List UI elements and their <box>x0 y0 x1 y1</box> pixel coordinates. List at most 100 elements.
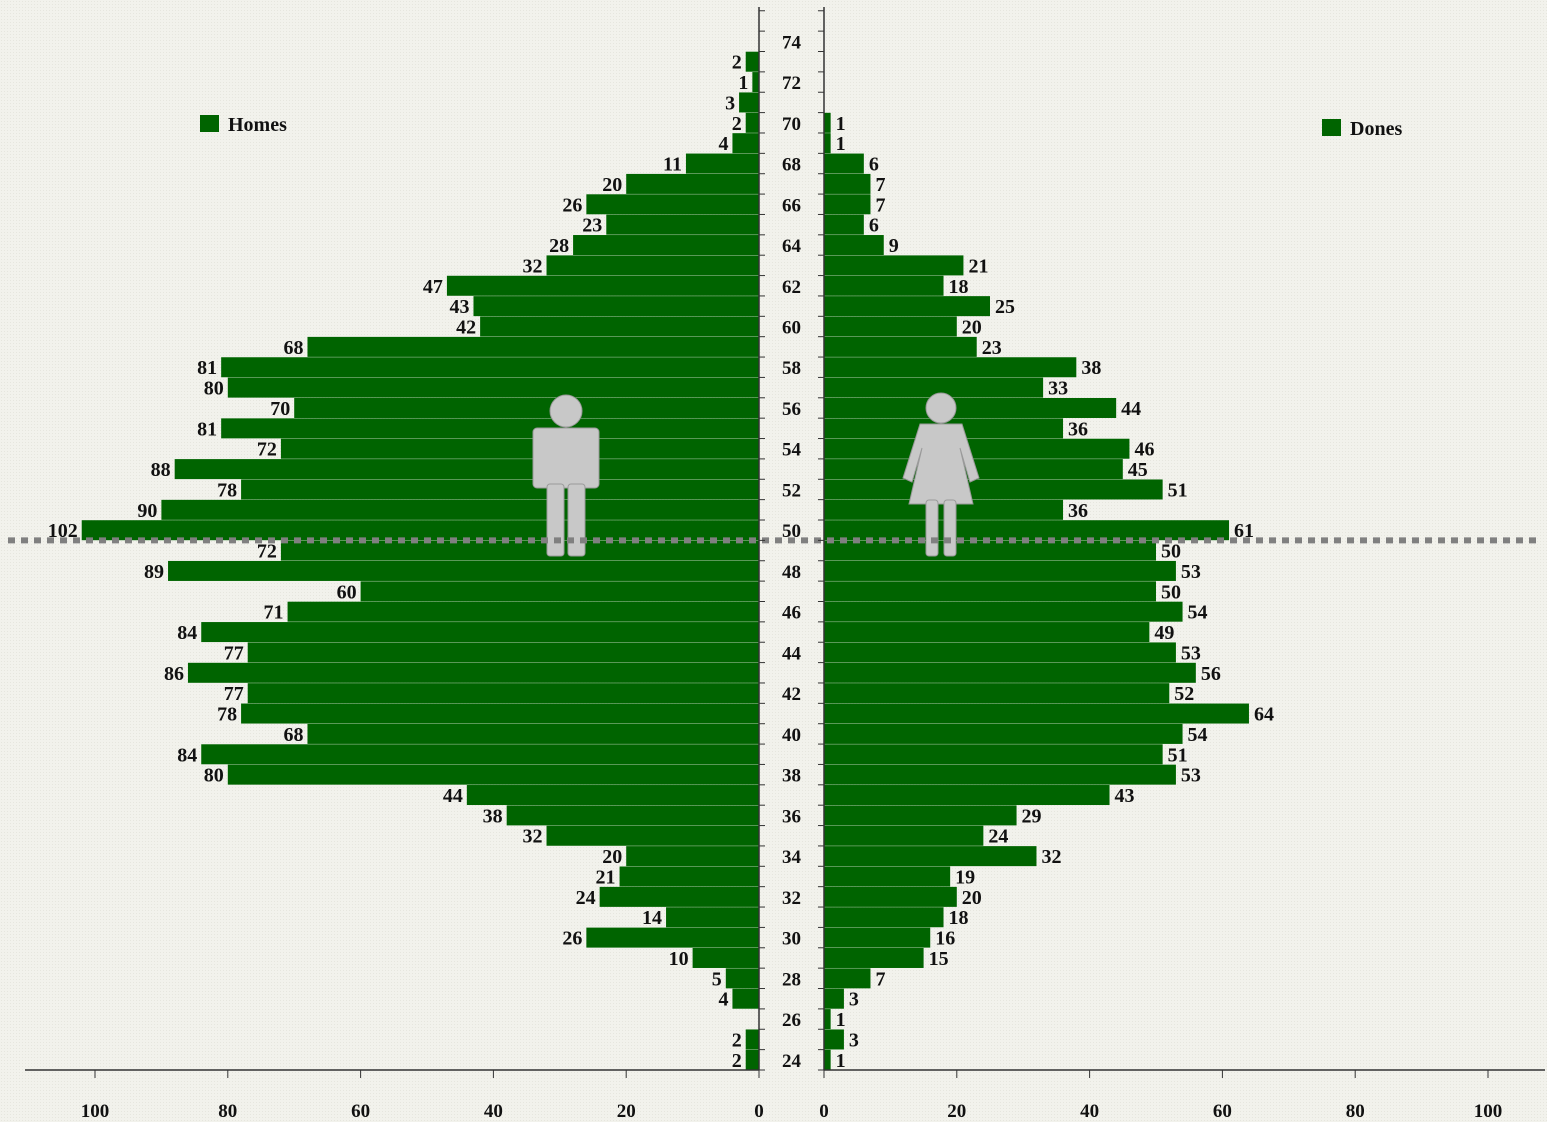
bar-homes-68 <box>685 153 759 174</box>
value-label-homes-33: 21 <box>596 866 616 888</box>
bar-homes-46 <box>287 601 759 622</box>
bar-homes-66 <box>586 194 759 215</box>
value-label-homes-60: 42 <box>456 316 476 338</box>
value-label-dones-37: 43 <box>1115 785 1135 807</box>
bar-homes-29 <box>692 947 759 968</box>
value-label-dones-67: 7 <box>875 174 885 196</box>
value-label-homes-30: 26 <box>562 928 582 950</box>
age-label-74: 74 <box>782 32 802 53</box>
value-label-homes-35: 32 <box>523 826 543 848</box>
bar-homes-62 <box>446 275 759 296</box>
value-label-homes-57: 80 <box>204 378 224 400</box>
bar-homes-48 <box>168 560 760 581</box>
bar-homes-69 <box>732 133 759 154</box>
bar-homes-70 <box>745 112 759 133</box>
bar-dones-33 <box>824 866 951 887</box>
age-label-58: 58 <box>782 358 801 379</box>
bar-dones-62 <box>824 275 944 296</box>
bar-dones-52 <box>824 479 1163 500</box>
value-label-homes-27: 4 <box>718 989 728 1011</box>
bar-dones-56 <box>824 397 1117 418</box>
bar-homes-58 <box>221 357 759 378</box>
value-label-homes-32: 24 <box>576 887 596 909</box>
legend-swatch-homes <box>200 115 219 132</box>
axes: 2426283032343638404244464850525456586062… <box>25 7 1545 1122</box>
value-label-dones-63: 21 <box>968 255 988 277</box>
value-label-dones-36: 29 <box>1022 805 1042 827</box>
value-label-homes-41: 78 <box>217 704 237 726</box>
bar-dones-58 <box>824 357 1077 378</box>
value-label-dones-68: 6 <box>869 154 879 176</box>
bar-homes-25 <box>745 1029 759 1050</box>
value-label-dones-42: 52 <box>1174 683 1194 705</box>
value-label-dones-29: 15 <box>929 948 949 970</box>
bar-homes-30 <box>586 927 759 948</box>
bar-homes-73 <box>745 51 759 72</box>
value-label-homes-28: 5 <box>712 968 722 990</box>
bar-dones-50 <box>824 520 1230 541</box>
bar-homes-61 <box>473 296 759 317</box>
bar-homes-60 <box>480 316 759 337</box>
value-label-dones-39: 51 <box>1168 744 1188 766</box>
value-label-dones-66: 7 <box>875 194 885 216</box>
value-label-dones-49: 50 <box>1161 541 1181 563</box>
value-label-homes-61: 43 <box>449 296 469 318</box>
bar-dones-38 <box>824 764 1176 785</box>
x-tick-label-right-0: 0 <box>819 1101 829 1122</box>
value-label-dones-48: 53 <box>1181 561 1201 583</box>
x-tick-label-left-60: 60 <box>351 1101 370 1122</box>
value-label-dones-26: 1 <box>836 1009 846 1031</box>
value-label-dones-55: 36 <box>1068 418 1088 440</box>
value-label-dones-40: 54 <box>1188 724 1208 746</box>
value-label-dones-60: 20 <box>962 316 982 338</box>
age-label-72: 72 <box>782 73 801 94</box>
bar-homes-50 <box>81 520 760 541</box>
value-label-dones-54: 46 <box>1134 439 1154 461</box>
value-label-homes-73: 2 <box>732 52 742 74</box>
value-label-homes-52: 78 <box>217 479 237 501</box>
bar-dones-65 <box>824 214 864 235</box>
bar-homes-71 <box>739 92 759 113</box>
bar-homes-54 <box>280 438 759 459</box>
age-label-52: 52 <box>782 480 801 501</box>
value-label-dones-58: 38 <box>1081 357 1101 379</box>
value-label-dones-33: 19 <box>955 866 975 888</box>
legend-swatch-dones <box>1322 119 1341 136</box>
value-label-homes-58: 81 <box>197 357 217 379</box>
value-label-dones-25: 3 <box>849 1029 859 1051</box>
value-label-homes-46: 71 <box>264 602 284 624</box>
bar-dones-54 <box>824 438 1130 459</box>
value-label-homes-56: 70 <box>270 398 290 420</box>
age-label-54: 54 <box>782 440 802 461</box>
value-label-dones-38: 53 <box>1181 765 1201 787</box>
age-label-46: 46 <box>782 603 801 624</box>
legend-label-homes: Homes <box>228 114 287 136</box>
bar-homes-32 <box>599 886 759 907</box>
value-label-dones-32: 20 <box>962 887 982 909</box>
value-label-dones-47: 50 <box>1161 581 1181 603</box>
bar-homes-44 <box>247 642 759 663</box>
bar-dones-34 <box>824 846 1037 867</box>
bar-dones-60 <box>824 316 957 337</box>
value-label-homes-37: 44 <box>443 785 463 807</box>
x-tick-label-right-20: 20 <box>947 1101 966 1122</box>
age-label-66: 66 <box>782 195 801 216</box>
age-label-44: 44 <box>782 643 802 664</box>
value-label-dones-45: 49 <box>1154 622 1174 644</box>
bar-homes-37 <box>466 785 759 806</box>
bar-dones-70 <box>824 112 831 133</box>
x-tick-label-left-80: 80 <box>218 1101 237 1122</box>
bar-homes-33 <box>619 866 759 887</box>
value-label-dones-24: 1 <box>836 1050 846 1072</box>
bar-homes-65 <box>606 214 759 235</box>
bar-homes-47 <box>360 581 759 602</box>
age-label-40: 40 <box>782 725 801 746</box>
bar-dones-30 <box>824 927 931 948</box>
age-label-24: 24 <box>782 1051 802 1072</box>
bar-dones-45 <box>824 622 1150 643</box>
bar-dones-66 <box>824 194 871 215</box>
bar-homes-34 <box>626 846 759 867</box>
bar-dones-35 <box>824 825 984 846</box>
value-label-dones-41: 64 <box>1254 704 1274 726</box>
value-label-homes-45: 84 <box>177 622 197 644</box>
